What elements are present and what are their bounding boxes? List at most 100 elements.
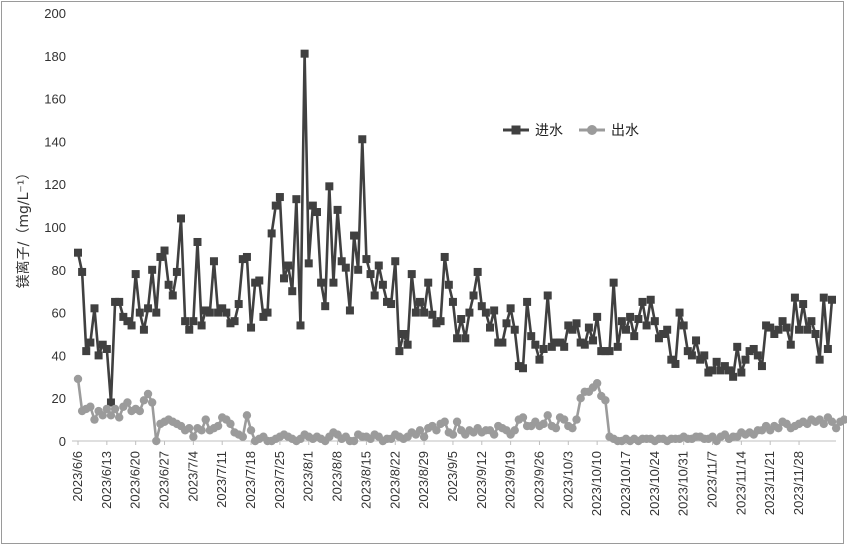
inlet-point [115, 297, 124, 306]
x-tick-label: 2023/6/20 [128, 451, 143, 509]
outlet-point [601, 396, 610, 405]
inlet-point [341, 263, 350, 272]
inlet-point [502, 319, 511, 328]
inlet-point [424, 278, 433, 287]
outlet-point [106, 411, 116, 420]
inlet-point [420, 308, 429, 317]
inlet-point [576, 338, 585, 347]
outlet-point [98, 411, 107, 420]
inlet-point [374, 261, 383, 270]
outlet-point [419, 432, 429, 441]
outlet-point [90, 415, 99, 424]
inlet-point [399, 330, 408, 338]
inlet-point [469, 291, 478, 300]
inlet-point [317, 278, 326, 287]
inlet-point [238, 255, 247, 264]
inlet-point [325, 182, 334, 191]
inlet-point [589, 336, 598, 345]
x-tick-label: 2023/9/26 [531, 451, 546, 509]
inlet-point [144, 304, 153, 313]
x-tick-label: 2023/11/28 [791, 451, 806, 515]
series-markers [73, 49, 847, 446]
outlet-point [576, 394, 585, 403]
inlet-point [609, 278, 618, 287]
inlet-point [432, 319, 441, 328]
inlet-point [770, 330, 779, 338]
inlet-point [745, 347, 754, 356]
inlet-point [358, 135, 367, 144]
inlet-point [510, 325, 519, 334]
inlet-point [597, 347, 606, 356]
inlet-point [601, 347, 610, 356]
x-tick-label: 2023/9/5 [445, 451, 460, 502]
outlet-point [452, 417, 462, 426]
inlet-point [700, 351, 709, 360]
x-tick-label: 2023/10/10 [589, 451, 604, 516]
inlet-point [828, 295, 836, 304]
y-axis-label: 镁离子/（mg/L⁻¹） [15, 166, 32, 289]
y-tick-label: 40 [52, 348, 66, 363]
inlet-point [457, 315, 466, 324]
inlet-point [518, 364, 527, 373]
inlet-point [453, 334, 462, 343]
inlet-point [560, 342, 569, 351]
inlet-point [189, 317, 198, 326]
inlet-point [580, 340, 589, 349]
inlet-point [123, 317, 132, 326]
outlet-point [185, 423, 194, 433]
inlet-point [168, 291, 177, 300]
inlet-point [337, 257, 346, 266]
inlet-point [646, 295, 655, 304]
x-tick-label: 2023/10/17 [618, 451, 633, 516]
inlet-point [712, 357, 721, 366]
inlet-point [687, 351, 696, 360]
inlet-point [716, 366, 725, 375]
inlet-point [271, 201, 280, 210]
inlet-point [411, 308, 420, 317]
inlet-point [477, 302, 486, 311]
outlet-point [201, 415, 210, 424]
inlet-point [527, 332, 536, 341]
inlet-point [823, 344, 832, 353]
inlet-point [106, 398, 115, 407]
inlet-point [86, 338, 95, 347]
x-tick-label: 2023/8/1 [301, 451, 316, 502]
y-tick-labels: 0 20 40 60 80 100 120 140 160 180 200 [44, 6, 66, 449]
x-tick-label: 2023/7/11 [214, 451, 229, 508]
inlet-point [659, 330, 668, 338]
inlet-point [267, 229, 276, 238]
inlet-point [156, 252, 165, 261]
inlet-point [486, 323, 495, 332]
outlet-point [238, 432, 248, 441]
legend: 进水 出水 [503, 123, 639, 139]
outlet-point [840, 415, 847, 424]
x-tick-label: 2023/8/29 [416, 451, 431, 509]
inlet-point [584, 323, 593, 332]
inlet-point [803, 325, 812, 334]
outlet-point [440, 417, 449, 426]
x-tick-label: 2023/8/8 [330, 451, 345, 502]
inlet-point [729, 372, 738, 381]
inlet-point [490, 306, 499, 315]
inlet-point [193, 237, 202, 246]
inlet-point [720, 362, 729, 371]
inlet-point [506, 304, 515, 313]
inlet-point [539, 344, 548, 353]
inlet-point [403, 340, 412, 349]
inlet-point [498, 338, 507, 347]
inlet-point [737, 368, 746, 377]
x-tick-label: 2023/11/21 [762, 451, 777, 515]
inlet-point [312, 208, 321, 217]
inlet-point [749, 344, 758, 353]
inlet-point [288, 287, 297, 296]
inlet-point [407, 270, 416, 279]
y-tick-label: 120 [44, 177, 66, 192]
series-lines [76, 52, 845, 443]
inlet-point [139, 325, 148, 334]
inlet-point [762, 321, 771, 330]
outlet-point [135, 406, 145, 416]
inlet-point [205, 308, 214, 317]
inlet-point [481, 308, 490, 317]
